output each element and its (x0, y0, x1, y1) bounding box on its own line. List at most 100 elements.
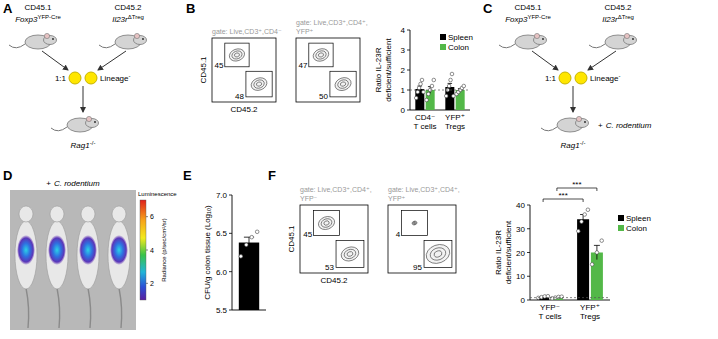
population-contour (340, 81, 346, 87)
flow-frame (300, 205, 368, 273)
mouse-eye (542, 38, 544, 40)
mouse (51, 116, 99, 132)
mouse-eye (142, 38, 144, 40)
mouse-ear (624, 33, 629, 38)
data-point (595, 251, 599, 255)
reference-line (410, 90, 470, 91)
rich-sup: ΔTreg (618, 14, 634, 20)
data-point (430, 84, 434, 88)
rich-main: Rag1 (71, 141, 90, 150)
y-tick-label: 10 (516, 272, 525, 281)
legend-swatch (440, 44, 446, 50)
imaging-panel: +C. rodentium642LuminescenceRadiance (p/… (10, 179, 177, 330)
treatment-label: +C. rodentium (598, 121, 652, 130)
data-point (420, 78, 424, 82)
gate-percentage: 45 (215, 61, 224, 70)
data-point (414, 96, 418, 100)
treatment-label: +C. rodentium (46, 179, 100, 188)
transfer-scheme: CD45.1Foxp3YFP-CreCD45.2Il23rΔTreg1:1Lin… (499, 3, 652, 150)
arrow (532, 51, 558, 70)
photo-mouse-head (81, 206, 95, 222)
data-point (416, 90, 420, 94)
category-line: CD4⁻ (415, 113, 435, 122)
photo-mouse-tail (119, 288, 122, 328)
y-tick-label: 4 (401, 26, 406, 35)
flow-frame (296, 38, 360, 102)
axis-title: CD45.1 (199, 56, 208, 84)
mouse-tail (589, 44, 605, 48)
population-contour (320, 217, 333, 228)
colorbar (140, 200, 146, 300)
population-contour (256, 81, 262, 87)
data-point (586, 208, 590, 212)
mouse-ear (44, 33, 49, 38)
axis-title: CFU/g colon tissue (Log₁₀) (203, 205, 212, 300)
mouse-tail (51, 127, 67, 131)
cell-pool (69, 72, 81, 84)
photo-mouse-body (77, 221, 99, 289)
axis-title: Ratio IL-23R (374, 47, 383, 92)
category-line: T cells (414, 122, 437, 131)
y-tick-label: 20 (516, 249, 525, 258)
mouse (9, 33, 57, 49)
axis-title: CD45.2 (320, 276, 348, 285)
arrow (98, 51, 126, 70)
rich-label: Foxp3YFP-Cre (15, 14, 61, 24)
photo-mouse-body (46, 221, 68, 289)
colorbar-tick-label: 6 (150, 213, 154, 220)
population-contour (424, 241, 453, 266)
category-label: YFP⁺Tregs (445, 113, 465, 131)
legend-label: Spleen (626, 214, 651, 223)
data-point (417, 86, 421, 90)
population-contour (318, 52, 324, 58)
gate-box (314, 210, 340, 235)
bar (456, 90, 465, 110)
gate-percentage: 47 (299, 61, 308, 70)
category-line: YFP⁻ (540, 303, 560, 312)
luminescence-signal (79, 235, 97, 265)
rich-main: Il23r (112, 15, 128, 24)
y-tick-label: 30 (516, 225, 525, 234)
population-contour (339, 245, 361, 264)
bar (415, 89, 424, 110)
panel-label: E (183, 168, 192, 183)
rich-label: Rag1-/- (561, 140, 586, 150)
axis-title: CD45.1 (287, 225, 296, 253)
rich-sup: - (128, 73, 130, 79)
bar (239, 243, 259, 310)
population-contour (253, 79, 266, 90)
plot-area (410, 72, 470, 110)
mouse (589, 33, 637, 49)
rich-main: Lineage (590, 74, 619, 83)
population-contour (428, 246, 447, 263)
transfer-scheme: CD45.1Foxp3YFP-CreCD45.2Il23rΔTreg1:1Lin… (9, 3, 147, 150)
category-line: T cells (539, 312, 562, 321)
rich-label: Lineage- (590, 73, 620, 83)
cell-pool (575, 72, 587, 84)
error-bar (594, 245, 600, 259)
luminescence-signal (17, 235, 35, 265)
y-tick-label: 0 (401, 106, 406, 115)
bar (426, 90, 435, 110)
data-point (450, 72, 454, 76)
gate-percentage: 50 (319, 92, 328, 101)
mouse-tail (499, 44, 515, 48)
gate-percentage: 53 (325, 263, 334, 272)
population-contour (317, 214, 337, 231)
treatment-organism: C. rodentium (54, 179, 100, 188)
mouse-ear (576, 116, 581, 121)
significance-label: *** (558, 191, 567, 200)
population-contour (346, 251, 353, 257)
data-point (255, 230, 259, 234)
population-contour (315, 49, 328, 60)
gate-label: YFP⁻ (300, 195, 318, 202)
ratio-label: 1:1 (545, 74, 557, 83)
y-tick-label: 5.5 (216, 306, 228, 315)
axis-title: Ratio IL-23R (494, 230, 503, 275)
y-tick-label: 1 (401, 86, 406, 95)
population-contour (333, 75, 353, 92)
y-axis (530, 205, 531, 300)
data-point (244, 243, 248, 247)
data-point (425, 98, 429, 102)
y-tick-label: 3 (401, 46, 406, 55)
